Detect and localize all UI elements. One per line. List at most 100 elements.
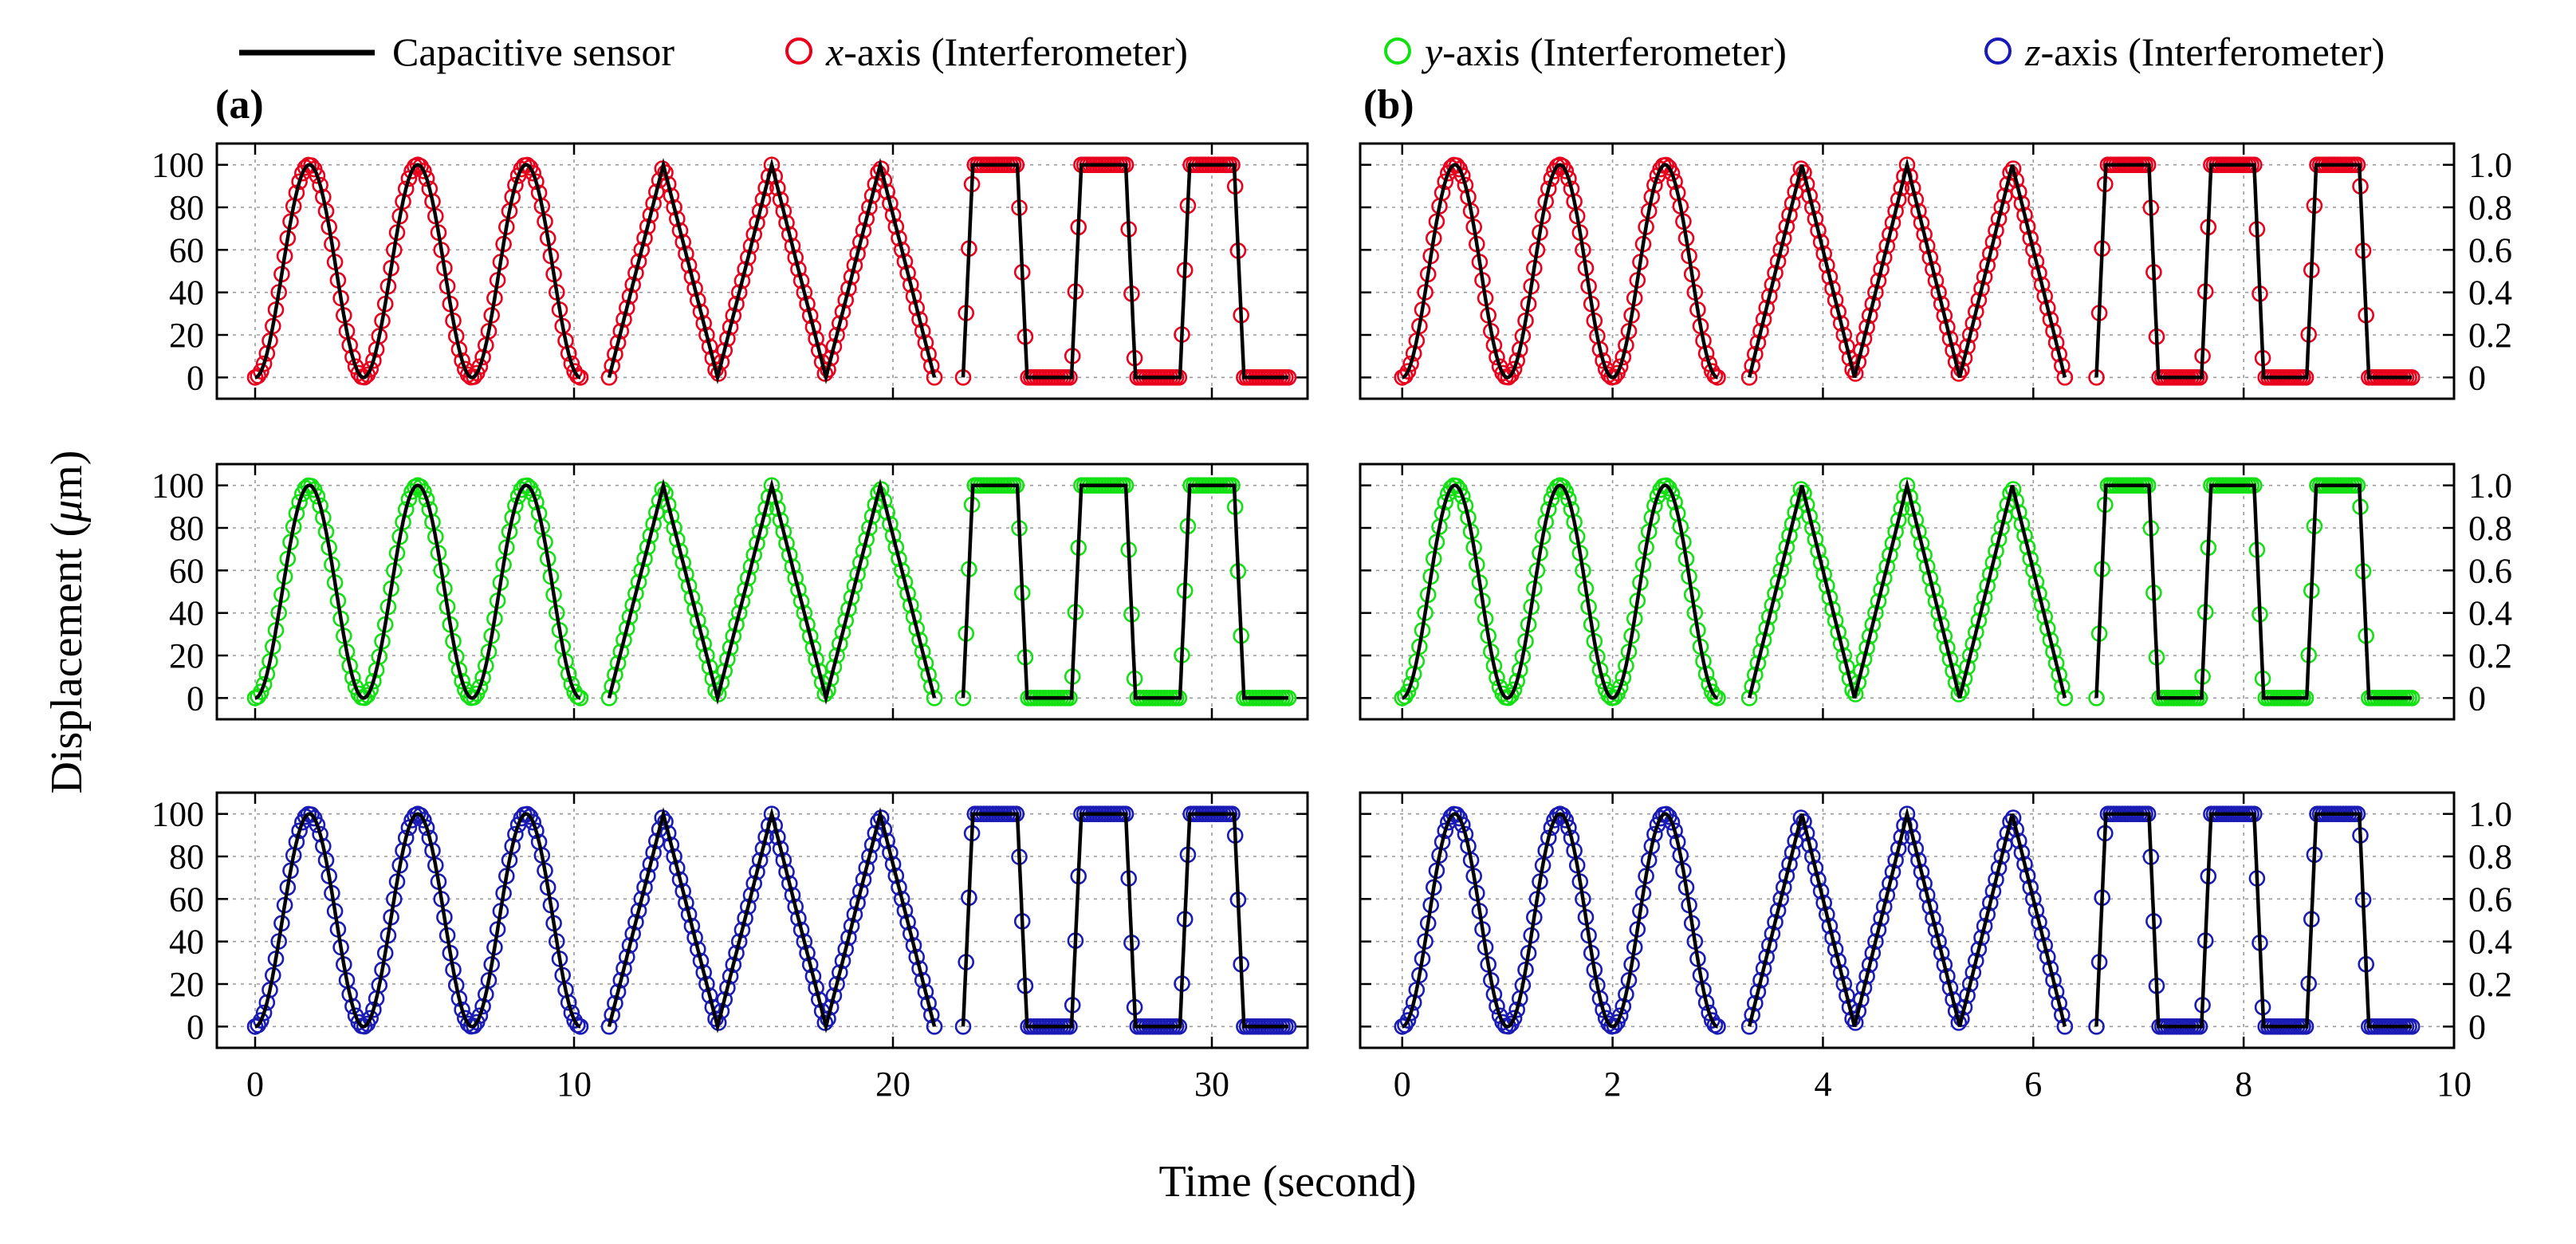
interferometer-point-x	[454, 352, 470, 369]
interferometer-point-z	[816, 1014, 834, 1031]
interferometer-point-x	[1658, 156, 1675, 174]
y-tick-label: 60	[169, 551, 204, 590]
interferometer-point-x	[572, 368, 589, 386]
x-tick-label: 0	[246, 1065, 264, 1104]
interferometer-point-y	[365, 672, 382, 690]
y2-tick-label: 0	[2468, 679, 2486, 718]
interferometer-point-x	[1666, 173, 1683, 191]
interferometer-point-y	[1560, 490, 1577, 508]
interferometer-point-z	[1500, 1018, 1517, 1035]
interferometer-point-y	[1658, 477, 1675, 494]
y2-tick-label: 0.2	[2468, 316, 2512, 355]
interferometer-point-x	[255, 355, 273, 372]
y-tick-label: 80	[169, 837, 204, 876]
interferometer-point-z	[1709, 1018, 1726, 1035]
subplot-b-z: 00.20.40.60.81.00 2 4 6 8 10	[1359, 791, 2512, 1104]
interferometer-point-x	[1663, 164, 1681, 182]
panel-a-label: (a)	[215, 82, 264, 128]
sensor-line-triangle	[1747, 478, 2067, 699]
sensor-line-triangle	[607, 807, 937, 1033]
y2-tick-label: 0.6	[2468, 230, 2512, 270]
sensor-line-triangle	[607, 158, 937, 384]
interferometer-point-y	[253, 683, 269, 700]
interferometer-point-x	[654, 160, 671, 177]
interferometer-point-x	[1508, 352, 1525, 369]
interferometer-point-x	[872, 160, 890, 177]
sensor-line-square	[961, 483, 1288, 700]
x-tick-label: 6	[2024, 1065, 2042, 1104]
interferometer-point-z	[362, 1010, 380, 1027]
interferometer-point-x	[1611, 358, 1629, 376]
sensor-line-sine	[1402, 483, 1718, 700]
y-tick-label: 0	[187, 358, 204, 397]
sensor-line-triangle	[1747, 807, 2067, 1027]
y-tick-label: 100	[151, 146, 204, 185]
interferometer-point-y	[1508, 672, 1525, 690]
interferometer-point-z	[309, 817, 326, 833]
y2-tick-label: 0.6	[2468, 880, 2512, 919]
interferometer-point-y	[1663, 485, 1681, 502]
interferometer-point-y	[816, 686, 834, 703]
interferometer-point-y	[255, 675, 273, 693]
interferometer-point-y	[518, 477, 536, 494]
interferometer-point-x	[291, 173, 308, 191]
y-tick-label: 80	[169, 188, 204, 227]
y-tick-label: 40	[169, 274, 204, 313]
interferometer-point-x	[816, 365, 834, 382]
x-tick-label: 4	[1814, 1065, 1831, 1104]
y2-tick-label: 0.4	[2468, 594, 2512, 633]
legend-z-marker	[1984, 37, 2012, 65]
interferometer-point-y	[1437, 494, 1453, 511]
interferometer-point-x	[309, 167, 326, 184]
interferometer-point-z	[1560, 819, 1577, 837]
y2-tick-label: 0.6	[2468, 551, 2512, 590]
interferometer-point-z	[1658, 805, 1675, 823]
interferometer-point-z	[415, 812, 432, 829]
interferometer-point-x	[1709, 368, 1726, 386]
interferometer-point-z	[518, 805, 536, 823]
interferometer-point-x	[1454, 167, 1471, 184]
interferometer-point-z	[1454, 817, 1471, 833]
x-tick-label: 20	[875, 1065, 910, 1104]
interferometer-point-z	[356, 1018, 373, 1035]
sensor-line-triangle	[607, 478, 937, 705]
interferometer-point-x	[528, 173, 545, 191]
interferometer-point-y	[1500, 689, 1517, 707]
y-tick-label: 100	[151, 795, 204, 834]
interferometer-point-z	[525, 813, 542, 831]
interferometer-point-z	[1666, 822, 1683, 840]
interferometer-point-z	[1611, 1007, 1629, 1024]
interferometer-point-z	[418, 819, 435, 837]
sensor-line-square	[2094, 163, 2413, 380]
interferometer-point-z	[1595, 1001, 1611, 1018]
y-axis-title: Displacement (μm)	[42, 451, 92, 794]
y2-tick-label: 1.0	[2468, 146, 2512, 185]
y2-tick-label: 0.8	[2468, 188, 2512, 227]
interferometer-point-z	[255, 1004, 273, 1022]
sensor-line-square	[961, 812, 1288, 1029]
interferometer-point-z	[1663, 813, 1681, 831]
sensor-line-sine	[255, 483, 580, 700]
interferometer-point-y	[1399, 683, 1417, 700]
sensor-line-triangle	[1747, 158, 2067, 378]
interferometer-point-y	[418, 490, 435, 508]
interferometer-point-y	[356, 689, 373, 707]
y2-tick-label: 1.0	[2468, 795, 2512, 834]
x-tick-label: 30	[1194, 1065, 1229, 1104]
interferometer-point-z	[654, 809, 671, 826]
interferometer-point-x	[471, 358, 489, 376]
interferometer-point-y	[1402, 675, 1419, 693]
y2-tick-label: 0.2	[2468, 636, 2512, 675]
x-tick-label: 2	[1604, 1065, 1622, 1104]
plot-frame	[1359, 142, 2456, 400]
y2-tick-label: 0.8	[2468, 837, 2512, 876]
y-tick-label: 80	[169, 509, 204, 548]
sensor-line-square	[961, 163, 1288, 380]
x-tick-label: 10	[556, 1065, 592, 1104]
legend-z-label: z-axis (Interferometer)	[2024, 30, 2385, 74]
interferometer-point-y	[1505, 681, 1523, 699]
interferometer-point-z	[253, 1012, 269, 1029]
